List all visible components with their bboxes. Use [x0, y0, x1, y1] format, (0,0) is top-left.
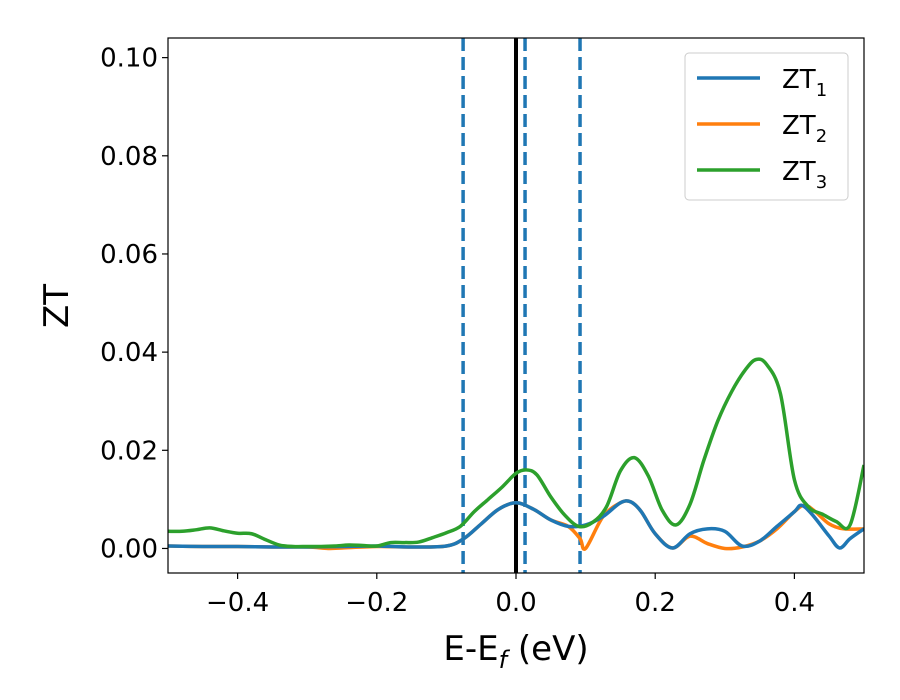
legend-label-main: ZT — [782, 111, 816, 141]
y-tick-label: 0.08 — [100, 142, 158, 172]
x-axis-title: E-Ef (eV) — [443, 629, 588, 674]
x-tick-label: 0.2 — [635, 588, 676, 618]
reference-lines — [461, 38, 582, 573]
y-axis-ticks: 0.00 0.02 0.04 0.06 0.08 0.10 — [100, 44, 168, 564]
x-axis-title-space — [507, 629, 518, 669]
x-axis-title-unit: (eV) — [518, 629, 589, 669]
y-tick-label: 0.06 — [100, 240, 158, 270]
y-tick-label: 0.02 — [100, 436, 158, 466]
y-tick-label: 0.10 — [100, 44, 158, 74]
x-tick-label: −0.2 — [345, 588, 408, 618]
x-tick-label: −0.4 — [206, 588, 269, 618]
legend-label-subscript: 3 — [816, 172, 827, 193]
legend-label-zt1: ZT1 — [782, 65, 827, 101]
legend-label-subscript: 2 — [816, 126, 827, 147]
x-tick-label: 0.0 — [495, 588, 536, 618]
series-line-zt3 — [168, 357, 864, 549]
legend-box — [684, 52, 849, 201]
x-axis-title-main: E-E — [443, 629, 498, 669]
x-axis-ticks: −0.4 −0.2 0.0 0.2 0.4 — [206, 573, 815, 618]
y-axis-title: ZT — [37, 284, 77, 328]
legend-label-zt2: ZT2 — [782, 111, 827, 147]
legend-label-subscript: 1 — [816, 80, 827, 101]
y-tick-label: 0.00 — [100, 534, 158, 564]
legend-label-main: ZT — [782, 157, 816, 187]
y-tick-label: 0.04 — [100, 338, 158, 368]
series-layer — [168, 357, 864, 551]
legend-label-zt3: ZT3 — [782, 157, 827, 193]
legend-label-main: ZT — [782, 65, 816, 95]
x-tick-label: 0.4 — [774, 588, 815, 618]
